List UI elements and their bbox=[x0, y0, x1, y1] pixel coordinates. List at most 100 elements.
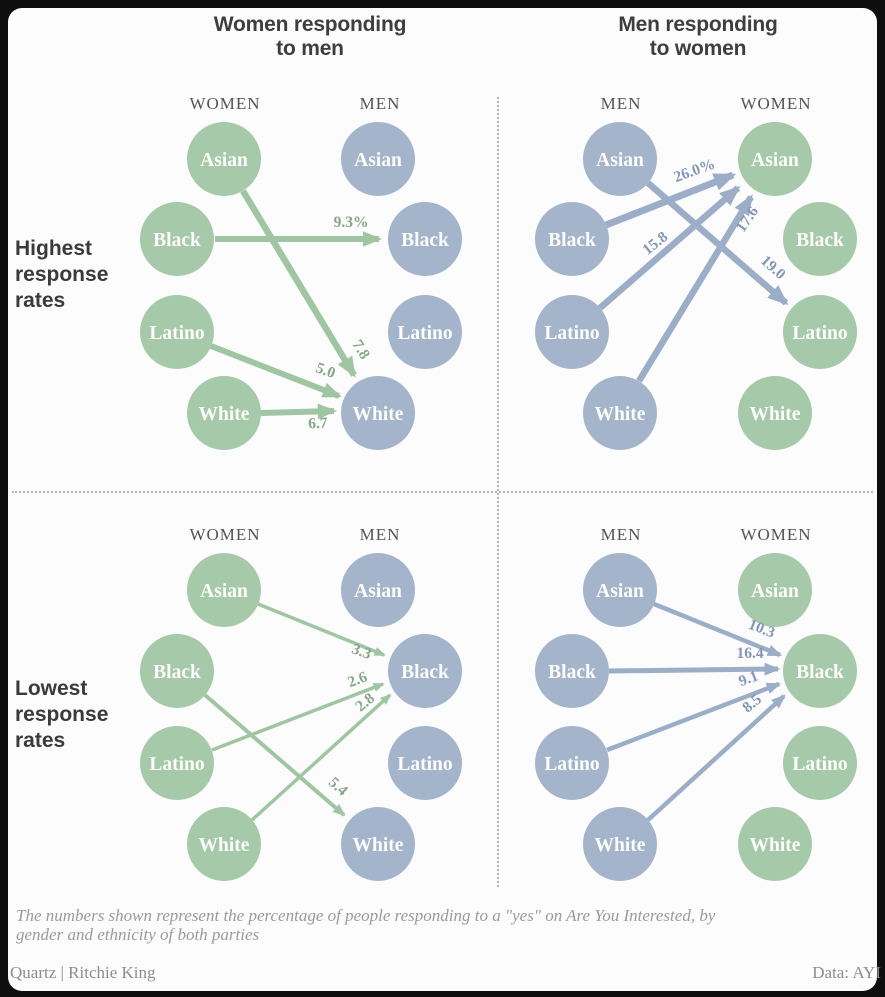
node-men-asian: Asian bbox=[341, 122, 415, 196]
node-label: White bbox=[595, 835, 646, 856]
node-men-white: White bbox=[583, 807, 657, 881]
circle-women-asian bbox=[738, 553, 812, 627]
arrow-latino-to-black bbox=[606, 681, 782, 753]
circle-women-white bbox=[187, 376, 261, 450]
circle-men-asian bbox=[583, 122, 657, 196]
circle-men-asian bbox=[341, 553, 415, 627]
arrow-latino-to-white bbox=[209, 343, 342, 399]
arrow-value-label: 5.0 bbox=[314, 359, 338, 382]
node-label: Black bbox=[796, 230, 844, 251]
quadrant-highest-women-to-men: WOMEN MEN Asian Black Latino White bbox=[140, 94, 462, 450]
node-men-latino: Latino bbox=[535, 726, 609, 800]
arrow-white-to-black bbox=[646, 694, 786, 822]
circle-women-latino bbox=[783, 295, 857, 369]
circle-women-latino bbox=[140, 295, 214, 369]
circle-women-black bbox=[140, 202, 214, 276]
arrow-white-to-asian bbox=[636, 194, 754, 383]
node-women-white: White bbox=[738, 807, 812, 881]
node-women-white: White bbox=[187, 807, 261, 881]
node-label: Asian bbox=[200, 581, 248, 602]
arrow-latino-to-black bbox=[211, 682, 385, 752]
column-header-women: WOMEN bbox=[189, 525, 260, 544]
circle-men-white bbox=[341, 807, 415, 881]
arrow-value-label: 9.1 bbox=[736, 667, 760, 690]
node-label: Asian bbox=[354, 581, 402, 602]
circle-women-latino bbox=[140, 726, 214, 800]
circle-men-asian bbox=[583, 553, 657, 627]
node-label: Black bbox=[401, 662, 449, 683]
node-women-white: White bbox=[738, 376, 812, 450]
row-label-highest: Highest response rates bbox=[15, 237, 109, 312]
node-label: Black bbox=[153, 662, 201, 683]
node-label: Black bbox=[548, 230, 596, 251]
circle-men-latino bbox=[388, 295, 462, 369]
chart-footnote: The numbers shown represent the percenta… bbox=[16, 906, 716, 944]
node-label: Asian bbox=[596, 581, 644, 602]
circle-men-white bbox=[583, 807, 657, 881]
node-label: Asian bbox=[751, 150, 799, 171]
column-header-women: WOMEN bbox=[740, 94, 811, 113]
node-label: Latino bbox=[397, 754, 452, 775]
node-men-white: White bbox=[341, 376, 415, 450]
circle-women-black bbox=[783, 634, 857, 708]
node-women-asian: Asian bbox=[738, 122, 812, 196]
node-men-black: Black bbox=[535, 202, 609, 276]
data-source: Data: AYI bbox=[812, 963, 881, 982]
node-label: Latino bbox=[544, 754, 599, 775]
node-label: Latino bbox=[149, 323, 204, 344]
quadrant-lowest-men-to-women: MEN WOMEN Asian Black Latino White bbox=[535, 525, 857, 881]
circle-women-asian bbox=[738, 122, 812, 196]
node-label: Asian bbox=[354, 150, 402, 171]
column-header-men: MEN bbox=[601, 94, 642, 113]
node-men-latino: Latino bbox=[535, 295, 609, 369]
node-label: Latino bbox=[792, 754, 847, 775]
node-men-asian: Asian bbox=[341, 553, 415, 627]
circle-men-latino bbox=[535, 726, 609, 800]
node-label: Asian bbox=[751, 581, 799, 602]
arrow-white-to-white bbox=[260, 403, 337, 420]
arrow-value-label: 6.7 bbox=[308, 415, 328, 433]
node-label: White bbox=[199, 835, 250, 856]
circle-women-black bbox=[140, 634, 214, 708]
horizontal-dotted-divider bbox=[12, 491, 873, 493]
circle-men-black bbox=[535, 202, 609, 276]
arrow-value-label: 7.8 bbox=[348, 337, 373, 363]
node-women-asian: Asian bbox=[738, 553, 812, 627]
circle-men-black bbox=[535, 634, 609, 708]
node-women-black: Black bbox=[140, 202, 214, 276]
arrow-value-label: 17.6 bbox=[733, 203, 763, 235]
node-women-white: White bbox=[187, 376, 261, 450]
node-label: Asian bbox=[596, 150, 644, 171]
node-men-white: White bbox=[341, 807, 415, 881]
node-men-latino: Latino bbox=[388, 295, 462, 369]
node-men-black: Black bbox=[388, 202, 462, 276]
node-men-black: Black bbox=[388, 634, 462, 708]
node-men-white: White bbox=[583, 376, 657, 450]
circle-women-white bbox=[738, 807, 812, 881]
circle-men-white bbox=[341, 376, 415, 450]
circle-men-black bbox=[388, 634, 462, 708]
circle-men-white bbox=[583, 376, 657, 450]
node-label: White bbox=[595, 404, 646, 425]
node-label: White bbox=[750, 835, 801, 856]
arrow-asian-to-white bbox=[240, 189, 357, 378]
node-label: White bbox=[353, 835, 404, 856]
node-label: White bbox=[353, 404, 404, 425]
arrow-asian-to-latino bbox=[645, 180, 789, 306]
arrow-value-label: 16.4 bbox=[736, 645, 763, 662]
circle-women-asian bbox=[187, 122, 261, 196]
node-label: Latino bbox=[544, 323, 599, 344]
node-women-asian: Asian bbox=[187, 553, 261, 627]
quadrant-lowest-women-to-men: WOMEN MEN Asian Black Latino White bbox=[140, 525, 462, 881]
row-label-lowest: Lowest response rates bbox=[15, 677, 109, 752]
node-women-black: Black bbox=[140, 634, 214, 708]
column-header-men: MEN bbox=[601, 525, 642, 544]
arrow-value-label: 2.6 bbox=[345, 668, 369, 691]
chart-card bbox=[8, 8, 877, 991]
arrow-latino-to-asian bbox=[597, 185, 741, 311]
column-header-men: MEN bbox=[360, 525, 401, 544]
node-men-asian: Asian bbox=[583, 122, 657, 196]
node-women-latino: Latino bbox=[783, 295, 857, 369]
